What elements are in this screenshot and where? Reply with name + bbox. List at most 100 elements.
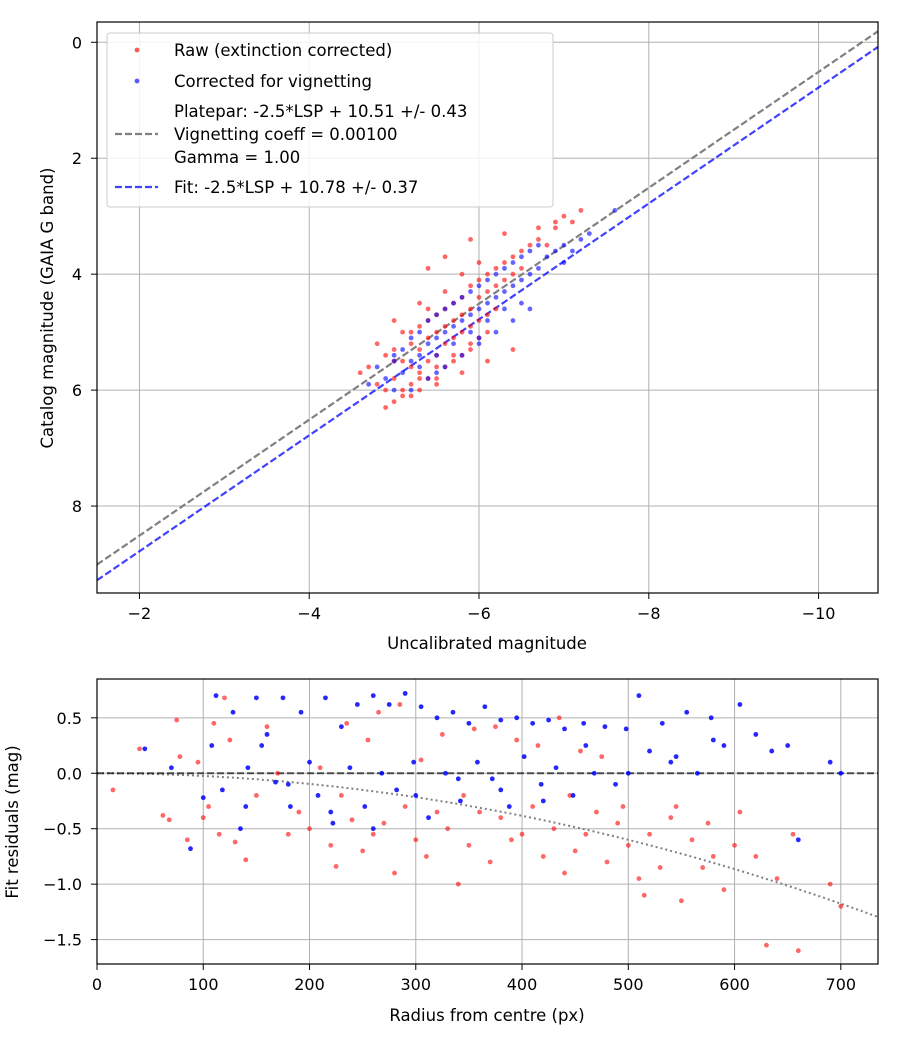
raw-residual-point <box>264 724 270 730</box>
corrected-residual-point <box>521 754 527 760</box>
corrected-point <box>451 323 456 329</box>
raw-residual-point <box>466 842 472 848</box>
corrected-point <box>459 294 465 300</box>
corrected-residual-point <box>370 693 376 699</box>
raw-residual-point <box>333 864 339 869</box>
raw-point <box>408 329 414 335</box>
corrected-residual-point <box>394 787 400 793</box>
corrected-residual-point <box>482 704 488 710</box>
raw-residual-point <box>253 793 259 798</box>
raw-point <box>553 225 558 231</box>
raw-residual-point <box>184 837 190 843</box>
corrected-residual-point <box>280 695 286 701</box>
corrected-point <box>510 260 516 265</box>
raw-point <box>536 225 541 231</box>
bottom-xtick-label: 200 <box>294 975 325 994</box>
corrected-residual-point <box>443 770 448 776</box>
bottom-xlabel: Radius from centre (px) <box>389 1006 584 1025</box>
raw-residual-point <box>838 903 844 909</box>
raw-point <box>519 265 524 271</box>
raw-residual-point <box>615 820 621 826</box>
raw-residual-point <box>439 732 445 737</box>
raw-point <box>519 248 524 254</box>
raw-residual-point <box>827 881 833 887</box>
corrected-residual-point <box>623 726 629 732</box>
corrected-point <box>493 271 499 277</box>
raw-residual-point <box>641 892 647 898</box>
corrected-point <box>425 376 431 381</box>
raw-point <box>493 306 499 312</box>
corrected-residual-point <box>259 743 265 748</box>
corrected-residual-point <box>434 715 440 721</box>
raw-point <box>502 231 507 236</box>
corrected-residual-point <box>737 702 743 707</box>
corrected-point <box>476 341 482 347</box>
corrected-point <box>493 294 499 300</box>
corrected-residual-point <box>721 743 727 748</box>
corrected-residual-point <box>142 746 148 752</box>
raw-residual-point <box>540 854 546 859</box>
raw-residual-point <box>530 804 536 809</box>
raw-residual-point <box>795 948 801 954</box>
raw-residual-point <box>710 854 716 859</box>
corrected-point <box>510 318 516 323</box>
corrected-point <box>468 289 473 294</box>
corrected-point <box>527 306 533 312</box>
raw-point <box>400 329 406 335</box>
corrected-residual-point <box>795 837 801 843</box>
corrected-point <box>519 254 524 260</box>
bottom-model-curve <box>97 772 879 918</box>
raw-point <box>408 381 414 387</box>
raw-point <box>400 393 406 399</box>
raw-point <box>408 393 414 399</box>
corrected-residual-point <box>168 765 174 771</box>
raw-point <box>391 376 397 381</box>
raw-point <box>417 323 422 329</box>
raw-residual-point <box>328 842 334 848</box>
raw-point <box>434 376 439 381</box>
raw-residual-point <box>195 759 201 765</box>
corrected-residual-point <box>553 765 559 771</box>
corrected-point <box>425 341 431 347</box>
raw-point <box>451 352 456 358</box>
corrected-residual-point <box>562 726 567 732</box>
raw-residual-point <box>137 746 142 752</box>
top-ytick-label: 0 <box>72 33 82 52</box>
raw-point <box>468 306 473 312</box>
corrected-residual-point <box>315 793 321 798</box>
top-ytick-label: 2 <box>72 149 82 168</box>
raw-point <box>425 335 431 341</box>
bottom-scatter-points <box>110 691 844 954</box>
corrected-point <box>527 248 533 254</box>
corrected-point <box>510 283 516 289</box>
raw-point <box>366 364 372 370</box>
corrected-point <box>476 335 482 341</box>
raw-residual-point <box>477 809 482 815</box>
corrected-residual-point <box>370 826 376 832</box>
raw-residual-point <box>572 848 578 854</box>
top-ytick-label: 6 <box>72 381 82 400</box>
raw-point <box>502 277 507 283</box>
corrected-point <box>578 236 584 242</box>
bottom-xtick-label: 600 <box>719 975 750 994</box>
corrected-residual-point <box>245 765 251 771</box>
legend-platepar-label-2: Vignetting coeff = 0.00100 <box>174 125 398 144</box>
raw-point <box>357 370 363 376</box>
raw-point <box>374 381 380 387</box>
corrected-residual-point <box>602 724 608 730</box>
raw-point <box>468 236 473 242</box>
raw-point <box>434 329 439 335</box>
corrected-residual-point <box>298 709 304 715</box>
corrected-point <box>374 364 380 370</box>
raw-point <box>485 358 490 364</box>
raw-point <box>510 254 516 260</box>
raw-point <box>442 341 448 347</box>
corrected-point <box>586 231 592 236</box>
corrected-point <box>451 300 456 306</box>
corrected-residual-point <box>347 765 353 771</box>
raw-residual-point <box>110 787 116 793</box>
corrected-point <box>417 364 422 370</box>
legend-corrected-label: Corrected for vignetting <box>174 72 372 91</box>
raw-residual-point <box>344 720 350 726</box>
corrected-residual-point <box>694 770 700 776</box>
